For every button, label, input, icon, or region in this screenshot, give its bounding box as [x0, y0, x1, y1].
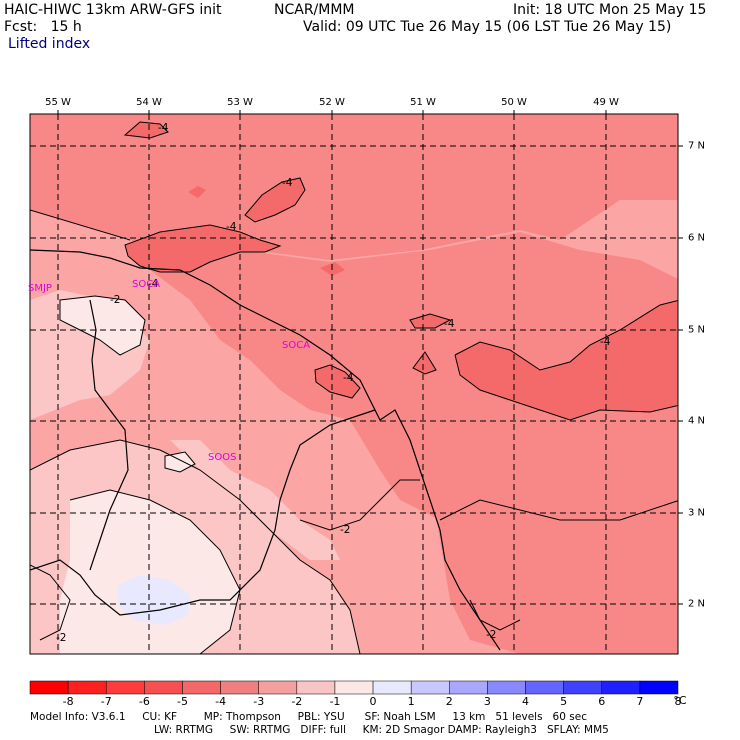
lat-label: 3 N — [688, 507, 706, 519]
lon-label: 51 W — [410, 97, 436, 108]
station-soca-2: SOCA — [282, 340, 311, 351]
coastline-borders — [30, 249, 501, 651]
field-zone-m1-b — [60, 490, 240, 654]
lat-label: 2 N — [688, 598, 706, 610]
contour-label: -4 — [444, 318, 455, 330]
colorbar-swatch — [449, 680, 488, 695]
lon-label: 52 W — [319, 97, 345, 108]
contour-label: -2 — [110, 294, 121, 306]
field-zone-m1-a — [60, 296, 145, 355]
colorbar-swatch — [525, 680, 564, 695]
colorbar-tick-label: -3 — [253, 695, 265, 708]
field-zone-m1-c — [165, 452, 195, 472]
border-inner — [89, 299, 129, 571]
field-zone-m4-a — [125, 225, 280, 272]
colorbar-swatch — [601, 680, 641, 695]
border-west — [30, 409, 376, 616]
colorbar-swatch — [563, 680, 603, 695]
field-zone-m3-central — [150, 232, 678, 520]
colorbar-swatch — [487, 680, 526, 695]
colorbar-tick-label: 3 — [483, 695, 491, 708]
colorbar-swatch — [182, 680, 221, 695]
colorbar-tick-label: 7 — [636, 695, 644, 708]
contour-label: -4 — [158, 122, 169, 134]
colorbar-swatch — [220, 680, 259, 695]
colorbar-tick-label: 4 — [522, 695, 530, 708]
colorbar-unit: °C — [673, 694, 687, 707]
lon-label: 50 W — [501, 97, 527, 108]
colorbar-swatch — [372, 680, 412, 695]
field-zone-m4-e — [315, 365, 360, 398]
lon-label: 49 W — [593, 97, 619, 108]
coastline — [30, 249, 501, 651]
colorbar-swatch — [29, 680, 69, 695]
grid-lines — [30, 114, 678, 654]
agency-label: NCAR/MMM — [274, 2, 355, 18]
forecast-hour: Fcst: 15 h — [4, 19, 82, 35]
colorbar-tick-label: -7 — [100, 695, 112, 708]
contour-label: -4 — [282, 177, 293, 189]
lon-label: 53 W — [227, 97, 253, 108]
colorbar-tick-label: 8 — [674, 695, 682, 708]
model-title: HAIC-HIWC 13km ARW-GFS init — [4, 2, 222, 18]
colorbar-swatch — [410, 680, 450, 695]
contour-label: -4 — [600, 336, 611, 348]
field-name: Lifted index — [8, 36, 91, 52]
contour-label: -4 — [343, 372, 354, 384]
lat-label: 5 N — [688, 324, 706, 336]
field-zone-m2-mid — [170, 440, 340, 560]
model-info-line2: LW: RRTMG SW: RRTMG DIFF: full KM: 2D Sm… — [154, 724, 609, 736]
colorbar-swatch — [258, 680, 298, 695]
station-smjp: SMJP — [28, 283, 52, 294]
valid-time: Valid: 09 UTC Tue 26 May 15 (06 LST Tue … — [303, 19, 672, 35]
map-frame — [29, 113, 679, 655]
colorbar — [29, 680, 679, 695]
colorbar-tick-label: -8 — [62, 695, 74, 708]
colorbar-swatch — [296, 680, 336, 695]
colorbar-tick-label: 6 — [598, 695, 606, 708]
contour-label: -2 — [340, 524, 351, 536]
field-zone-m3-north — [30, 114, 678, 260]
colorbar-tick-label: 5 — [560, 695, 568, 708]
lon-label: 55 W — [45, 97, 71, 108]
colorbar-tick-label: 0 — [369, 695, 377, 708]
colorbar-swatch — [144, 680, 183, 695]
lat-label: 6 N — [688, 232, 706, 244]
lat-ticks — [678, 145, 683, 605]
field-zone-m4-h — [413, 352, 436, 374]
colorbar-tick-label: -2 — [291, 695, 303, 708]
field-zone-m4-d — [188, 186, 206, 198]
colorbar-swatch — [334, 680, 374, 695]
lat-label: 4 N — [688, 415, 706, 427]
lat-label: 7 N — [688, 140, 706, 152]
colorbar-tick-label: -1 — [329, 695, 341, 708]
colorbar-tick-label: -4 — [215, 695, 227, 708]
colorbar-tick-label: 2 — [445, 695, 453, 708]
contour-label: -2 — [486, 629, 497, 641]
lon-ticks — [57, 110, 607, 114]
field-zone-m3-east — [430, 470, 678, 654]
contour-label: -2 — [56, 632, 67, 644]
lon-label: 54 W — [136, 97, 162, 108]
init-time: Init: 18 UTC Mon 25 May 15 — [513, 2, 707, 18]
colorbar-swatch — [105, 680, 145, 695]
colorbar-tick-label: 1 — [407, 695, 415, 708]
contour-label: -4 — [148, 278, 159, 290]
field-zone-m4-b — [245, 178, 305, 222]
colorbar-tick-label: -6 — [138, 695, 150, 708]
colorbar-tick-label: -5 — [176, 695, 188, 708]
model-info-line1: Model Info: V3.6.1 CU: KF MP: Thompson P… — [30, 711, 587, 723]
contour-label: -4 — [226, 221, 237, 233]
colorbar-swatch — [67, 680, 107, 695]
colorbar-swatch — [639, 680, 679, 695]
station-soca-1: SOCA — [132, 279, 161, 290]
station-soos: SOOS — [208, 452, 237, 463]
